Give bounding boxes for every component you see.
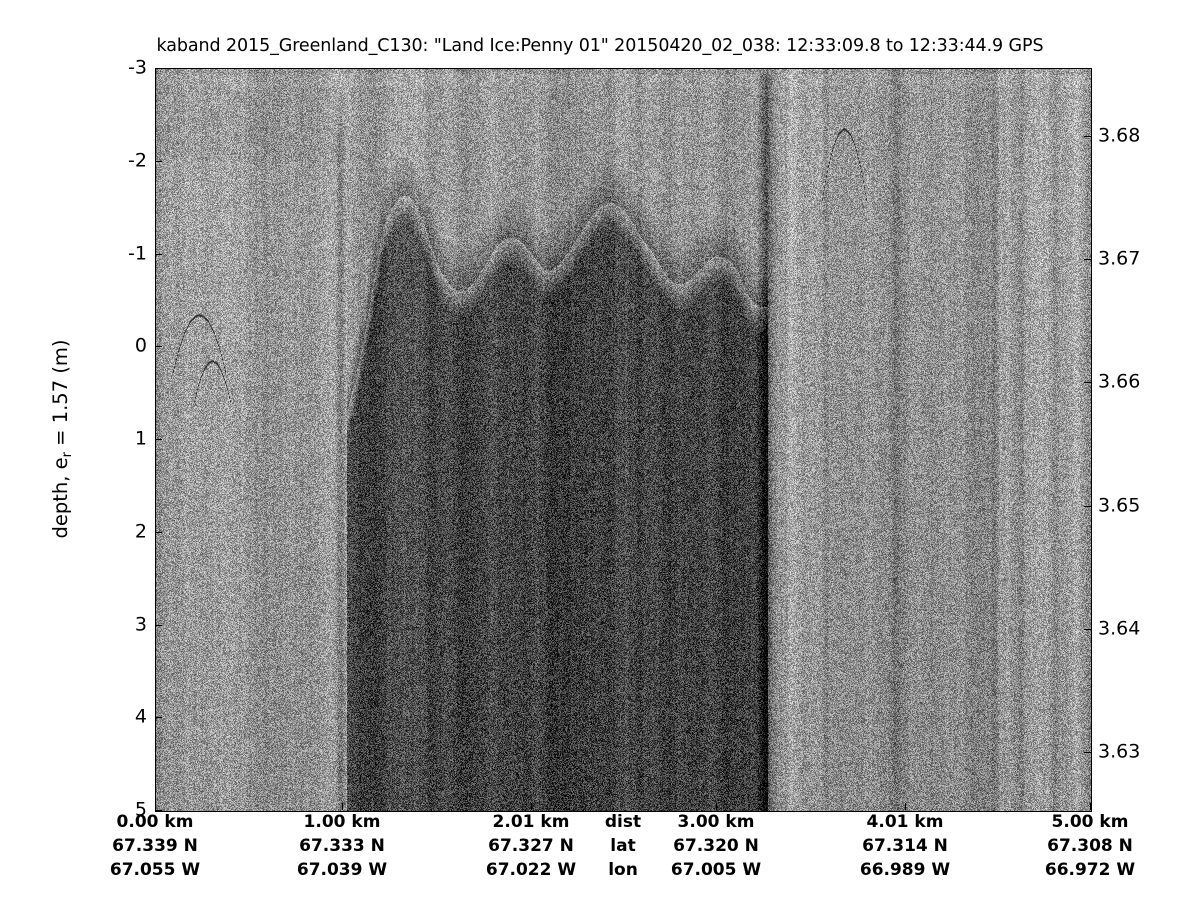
right-tick-label: 3.67 bbox=[1098, 247, 1141, 270]
left-tick-label: -1 bbox=[128, 242, 147, 265]
bottom-tick-mark bbox=[1090, 803, 1091, 810]
bottom-axis-key-dist: dist bbox=[604, 812, 642, 832]
bottom-tick-label-dist: 1.00 km bbox=[303, 812, 381, 832]
bottom-tick-label-group: 3.00 km 67.320 N 67.005 W bbox=[671, 810, 761, 882]
bottom-tick-mark bbox=[342, 803, 343, 810]
left-tick-mark bbox=[155, 625, 162, 626]
left-tick-label: -3 bbox=[128, 56, 147, 79]
right-axis-label: Propagation delay (us) bbox=[1196, 68, 1200, 810]
bottom-tick-label-lon: 67.005 W bbox=[670, 860, 762, 880]
left-tick-label: 5 bbox=[134, 798, 147, 821]
bottom-tick-mark bbox=[905, 803, 906, 810]
left-tick-mark bbox=[155, 346, 162, 347]
echogram-image bbox=[156, 69, 1091, 811]
bottom-tick-label-group: 2.01 km 67.327 N 67.022 W bbox=[486, 810, 576, 882]
left-tick-mark bbox=[155, 161, 162, 162]
bottom-tick-label-lon: 66.989 W bbox=[859, 860, 951, 880]
left-tick-label: 0 bbox=[134, 334, 147, 357]
left-tick-label: 1 bbox=[134, 427, 147, 450]
bottom-tick-label-dist: 2.01 km bbox=[492, 812, 570, 832]
bottom-tick-label-lat: 67.339 N bbox=[112, 836, 198, 856]
right-tick-mark bbox=[1084, 382, 1091, 383]
bottom-tick-label-lon: 67.039 W bbox=[296, 860, 388, 880]
left-tick-mark bbox=[155, 810, 162, 811]
right-tick-label: 3.63 bbox=[1098, 740, 1141, 763]
left-tick-mark bbox=[155, 717, 162, 718]
bottom-tick-label-lat: 67.333 N bbox=[299, 836, 385, 856]
bottom-axis-key-lon: lon bbox=[608, 860, 638, 880]
figure-title: kaband 2015_Greenland_C130: "Land Ice:Pe… bbox=[156, 36, 1044, 56]
bottom-tick-label-group: 5.00 km 67.308 N 66.972 W bbox=[1045, 810, 1135, 882]
bottom-tick-mark bbox=[716, 803, 717, 810]
bottom-tick-label-lon: 66.972 W bbox=[1044, 860, 1136, 880]
right-tick-mark bbox=[1084, 752, 1091, 753]
left-tick-label: -2 bbox=[128, 149, 147, 172]
left-tick-label: 4 bbox=[134, 705, 147, 728]
bottom-tick-label-lat: 67.308 N bbox=[1047, 836, 1133, 856]
bottom-tick-label-dist: 3.00 km bbox=[677, 812, 755, 832]
right-tick-mark bbox=[1084, 629, 1091, 630]
left-axis-label-text: depth, er = 1.57 (m) bbox=[49, 339, 75, 539]
bottom-tick-label-lon: 67.022 W bbox=[485, 860, 577, 880]
left-tick-mark bbox=[155, 68, 162, 69]
bottom-tick-mark bbox=[531, 803, 532, 810]
bottom-tick-label-group: 1.00 km 67.333 N 67.039 W bbox=[297, 810, 387, 882]
right-tick-mark bbox=[1084, 506, 1091, 507]
bottom-tick-label-lat: 67.327 N bbox=[488, 836, 574, 856]
right-tick-label: 3.65 bbox=[1098, 494, 1141, 517]
right-tick-mark bbox=[1084, 136, 1091, 137]
left-axis-label-main: depth, e bbox=[49, 457, 72, 539]
bottom-tick-label-group: 4.01 km 67.314 N 66.989 W bbox=[860, 810, 950, 882]
bottom-tick-label-dist: 5.00 km bbox=[1051, 812, 1129, 832]
bottom-axis-key-lat: lat bbox=[610, 836, 636, 856]
left-tick-mark bbox=[155, 439, 162, 440]
right-tick-label: 3.66 bbox=[1098, 370, 1141, 393]
echogram-plot-area[interactable] bbox=[155, 68, 1092, 812]
left-tick-mark bbox=[155, 532, 162, 533]
right-tick-label: 3.64 bbox=[1098, 617, 1141, 640]
bottom-axis-key-column: dist lat lon bbox=[605, 810, 641, 882]
bottom-tick-label-lat: 67.320 N bbox=[673, 836, 759, 856]
bottom-tick-label-dist: 0.00 km bbox=[116, 812, 194, 832]
bottom-tick-label-lat: 67.314 N bbox=[862, 836, 948, 856]
left-axis-label-suffix: = 1.57 (m) bbox=[49, 339, 72, 453]
left-tick-mark bbox=[155, 254, 162, 255]
left-axis-label-subscript: r bbox=[60, 452, 75, 458]
left-axis-label: depth, er = 1.57 (m) bbox=[46, 68, 76, 810]
bottom-tick-mark bbox=[155, 803, 156, 810]
bottom-tick-label-group: 0.00 km 67.339 N 67.055 W bbox=[110, 810, 200, 882]
bottom-tick-label-dist: 4.01 km bbox=[866, 812, 944, 832]
left-tick-label: 3 bbox=[134, 613, 147, 636]
right-tick-label: 3.68 bbox=[1098, 124, 1141, 147]
right-tick-mark bbox=[1084, 259, 1091, 260]
bottom-tick-label-lon: 67.055 W bbox=[109, 860, 201, 880]
left-tick-label: 2 bbox=[134, 520, 147, 543]
